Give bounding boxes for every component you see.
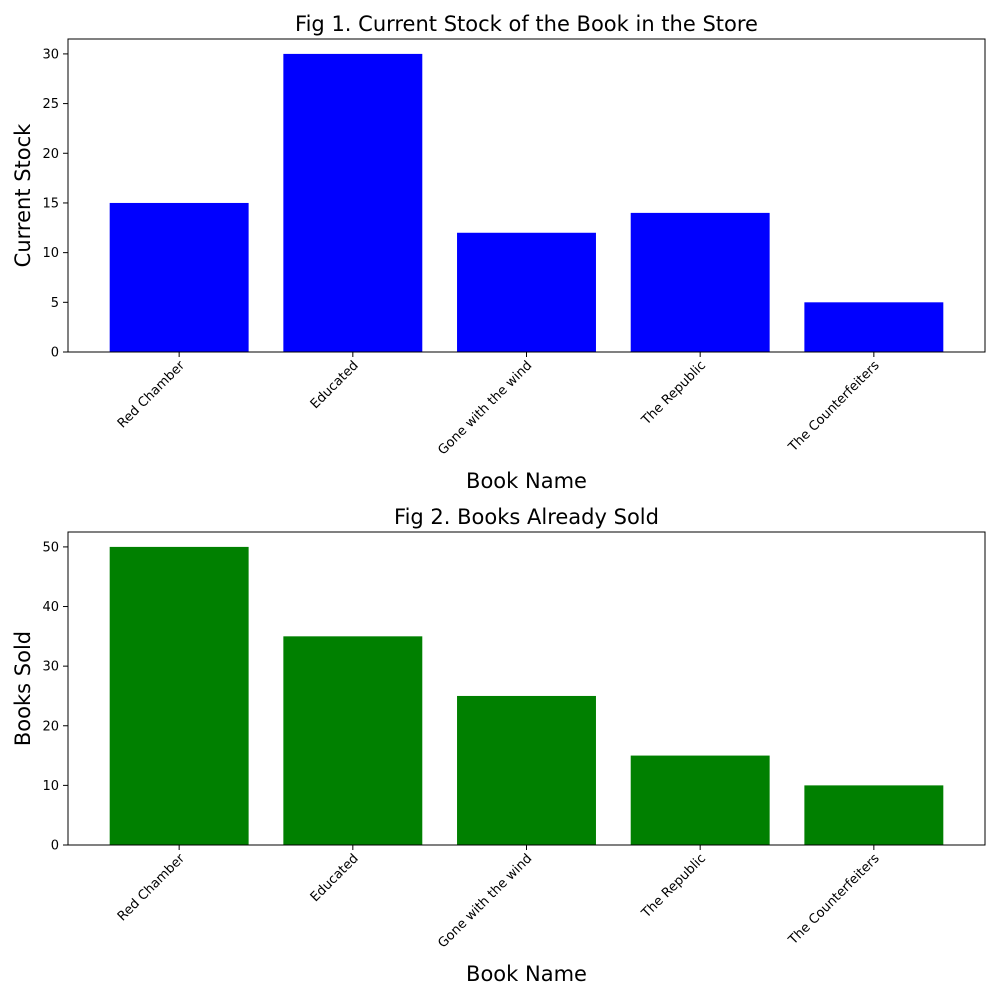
- x-tick-label: Gone with the wind: [435, 851, 535, 951]
- y-tick-label: 30: [42, 660, 59, 675]
- y-tick-label: 20: [42, 147, 59, 162]
- x-tick-label: Red Chamber: [115, 358, 189, 432]
- chart-title: Fig 2. Books Already Sold: [394, 505, 659, 529]
- x-tick-label: The Counterfeiters: [785, 851, 883, 949]
- x-axis-label: Book Name: [466, 469, 587, 493]
- y-tick-label: 10: [42, 779, 59, 794]
- bar-gone-with-the-wind: [457, 232, 596, 352]
- y-tick-label: 25: [42, 97, 59, 112]
- bar-the-counterfeiters: [804, 302, 944, 352]
- y-tick-label: 0: [51, 839, 59, 854]
- chart-1: 0 5 10 15 20 25 30 Red Chamber Educated Gone with…: [11, 12, 986, 493]
- bar-educated: [283, 53, 423, 353]
- y-axis-label: Current Stock: [11, 123, 35, 268]
- bar-red-chamber: [109, 546, 249, 845]
- bar-educated: [283, 636, 423, 845]
- y-tick-label: 5: [51, 296, 59, 311]
- x-tick-label: Red Chamber: [115, 851, 189, 925]
- y-tick-label: 30: [42, 47, 59, 62]
- bar-the-counterfeiters: [804, 785, 944, 845]
- x-tick-label: The Republic: [638, 851, 709, 922]
- chart-title: Fig 1. Current Stock of the Book in the …: [295, 12, 758, 36]
- bar-gone-with-the-wind: [457, 695, 596, 845]
- x-tick-label: Educated: [308, 358, 362, 412]
- x-tick-label: Gone with the wind: [435, 358, 535, 458]
- y-tick-label: 10: [42, 246, 59, 261]
- y-tick-label: 15: [42, 196, 59, 211]
- bar-the-republic: [630, 212, 770, 352]
- y-tick-label: 20: [42, 719, 59, 734]
- bar-the-republic: [630, 755, 770, 845]
- x-axis-label: Book Name: [466, 962, 587, 986]
- x-tick-label: The Republic: [638, 358, 709, 429]
- x-tick-label: Educated: [308, 851, 362, 905]
- y-tick-label: 0: [51, 346, 59, 361]
- y-tick-label: 40: [42, 600, 59, 615]
- y-tick-label: 50: [42, 540, 59, 555]
- bar-red-chamber: [109, 202, 249, 352]
- y-axis-label: Books Sold: [11, 631, 35, 746]
- x-tick-label: The Counterfeiters: [785, 358, 883, 456]
- chart-2: 0 10 20 30 40 50 Red Chamber Educated Gone with …: [11, 505, 986, 986]
